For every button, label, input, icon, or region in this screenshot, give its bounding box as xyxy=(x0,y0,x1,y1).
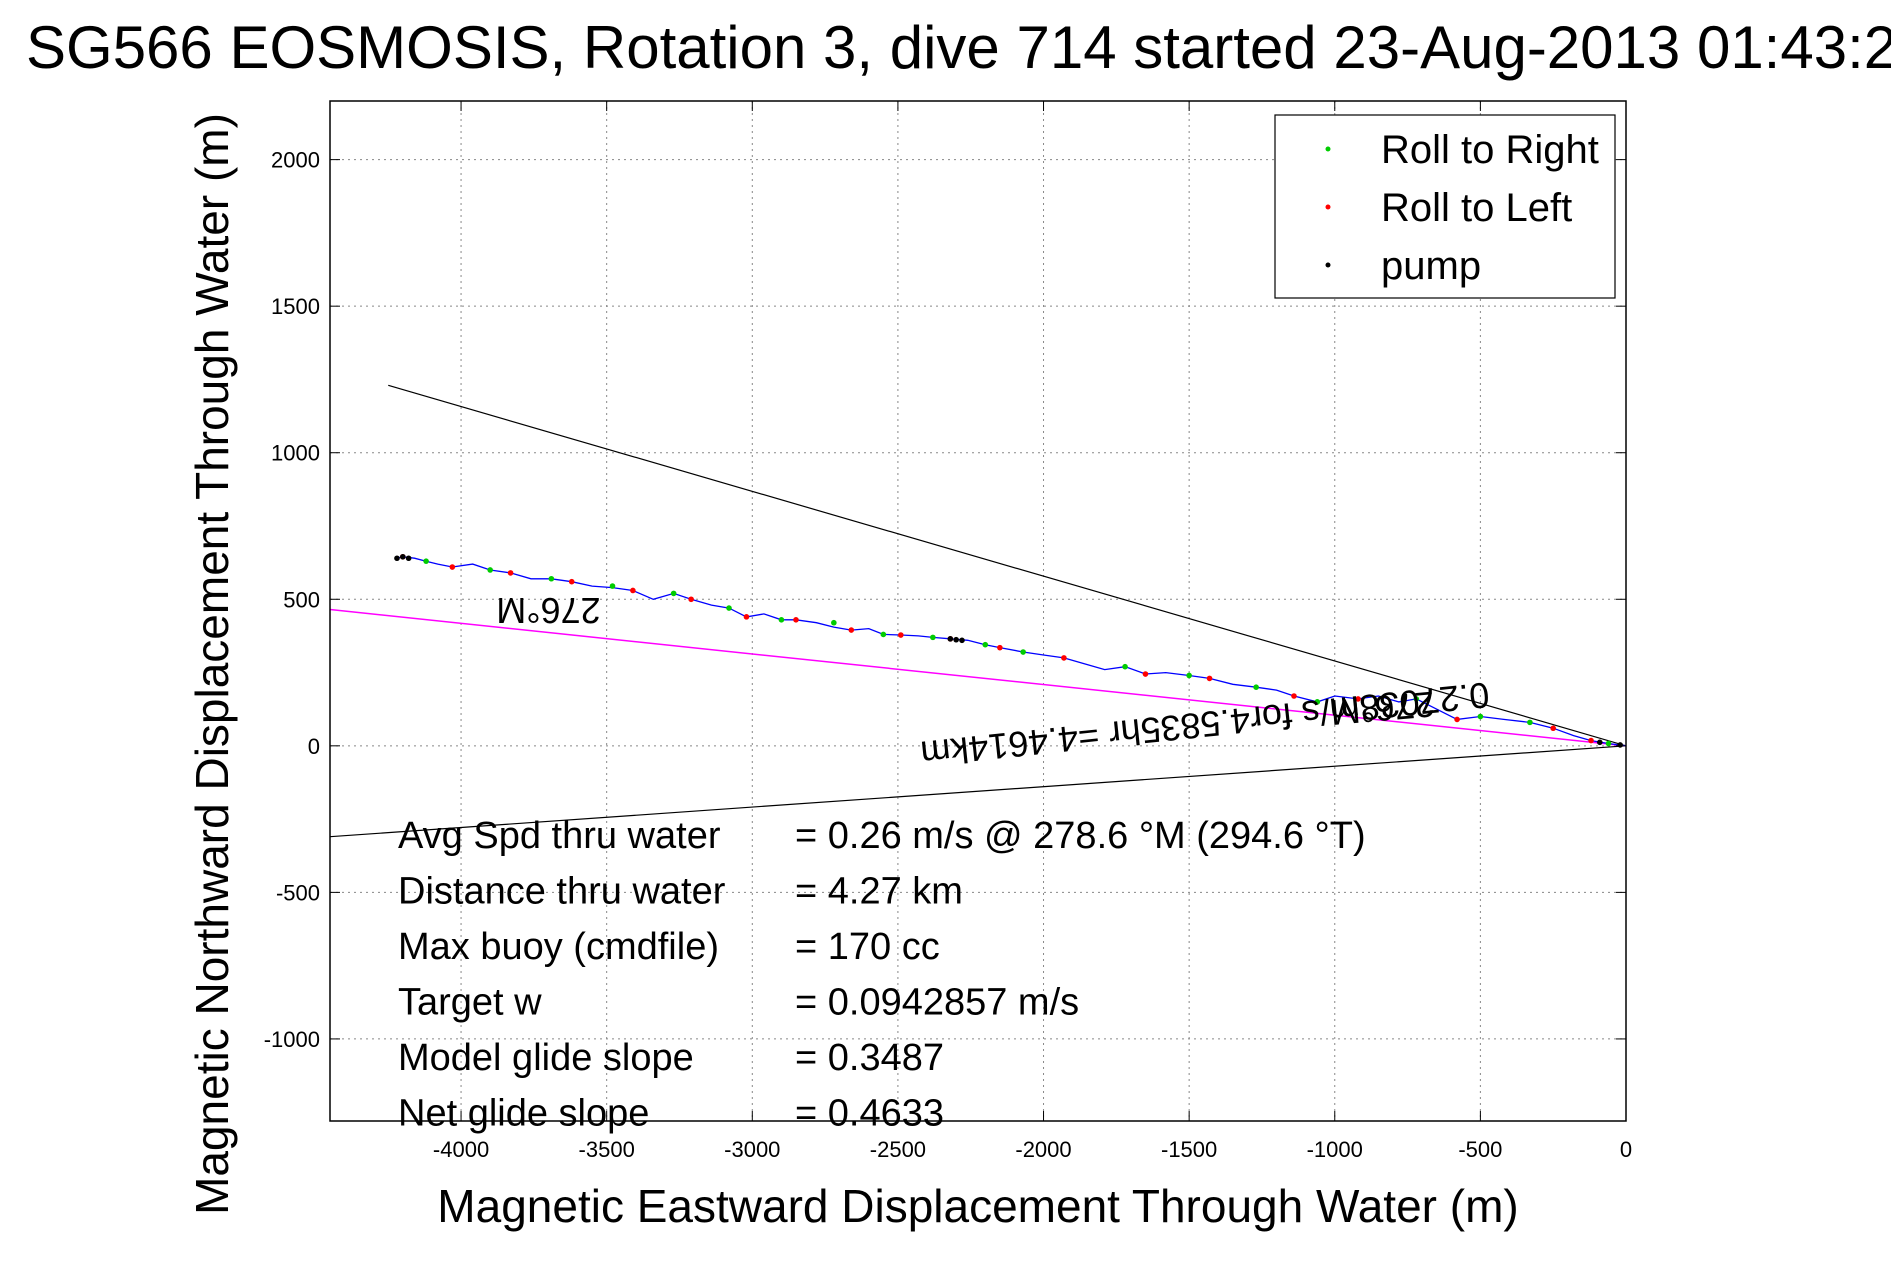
roll-right-point xyxy=(880,631,887,638)
roll-right-point xyxy=(1314,699,1321,705)
plot-frame xyxy=(329,100,1627,1122)
roll-left-point xyxy=(1550,725,1556,732)
roll-left-point xyxy=(1454,716,1460,723)
legend-marker xyxy=(1325,204,1331,210)
roll-right-point xyxy=(1605,740,1612,747)
avg-track-line xyxy=(330,608,1626,747)
stat-label: Avg Spd thru water xyxy=(398,815,721,857)
pump-point xyxy=(947,636,954,642)
roll-left-point xyxy=(1206,675,1213,682)
y-tick-label: 500 xyxy=(283,587,320,612)
x-tick-label: -2500 xyxy=(870,1137,926,1162)
roll-left-point xyxy=(449,564,456,570)
stat-value: = 0.4633 xyxy=(795,1093,944,1135)
roll-right-point xyxy=(670,590,677,597)
roll-right-point xyxy=(1122,663,1128,670)
pump-point xyxy=(394,555,400,562)
roll-right-point xyxy=(726,605,732,611)
series-track-line xyxy=(396,556,1626,747)
roll-right-point xyxy=(1413,696,1420,702)
roll-right-point xyxy=(1253,684,1259,691)
roll-left-point xyxy=(1588,737,1594,744)
ticks: -4000 -3500 -3000 -2500 -2000 -1500 -1000 -500 0… xyxy=(264,101,1632,1162)
pump-point xyxy=(405,555,412,562)
pump-point xyxy=(400,553,406,560)
stat-label: Max buoy (cmdfile) xyxy=(398,926,719,968)
legend-box xyxy=(1274,114,1616,299)
stat-label: Distance thru water xyxy=(398,871,726,913)
y-tick-label: 0 xyxy=(308,734,320,759)
roll-left-point xyxy=(793,616,799,623)
x-tick-label: -3500 xyxy=(579,1137,635,1162)
roll-left-point xyxy=(688,596,694,603)
x-tick-label: 0 xyxy=(1620,1137,1632,1162)
pump-point xyxy=(953,636,959,643)
pump-point xyxy=(959,637,965,644)
x-axis-title: Magnetic Eastward Displacement Through W… xyxy=(437,1180,1518,1232)
legend-label: Roll to Left xyxy=(1381,186,1572,230)
roll-right-point xyxy=(982,641,989,648)
roll-left-point xyxy=(568,578,575,585)
roll-left-point xyxy=(630,587,636,594)
roll-right-point xyxy=(930,634,936,641)
roll-left-point xyxy=(848,627,855,633)
heading-line xyxy=(330,745,1626,838)
x-tick-label: -2000 xyxy=(1015,1137,1071,1162)
y-tick-label: -500 xyxy=(276,880,320,905)
y-tick-label: 1000 xyxy=(271,441,320,466)
roll-left-point xyxy=(507,570,514,576)
chart-title: SG566 EOSMOSIS, Rotation 3, dive 714 sta… xyxy=(26,14,1891,81)
x-tick-label: -1000 xyxy=(1307,1137,1363,1162)
roll-left-point xyxy=(898,632,904,638)
roll-right-point xyxy=(609,583,616,589)
roll-right-point xyxy=(1020,649,1026,655)
grid xyxy=(330,101,1627,1121)
roll-right-point xyxy=(1477,713,1484,720)
roll-right-point xyxy=(1186,672,1192,679)
roll-right-point xyxy=(778,616,785,623)
stat-label: Target w xyxy=(398,982,542,1024)
roll-left-point xyxy=(1061,655,1067,661)
legend-marker xyxy=(1325,262,1331,268)
roll-right-point xyxy=(487,567,493,573)
legend-marker xyxy=(1325,146,1331,152)
roll-right-point xyxy=(548,575,555,582)
stats-block: Avg Spd thru water = 0.26 m/s @ 278.6 °M … xyxy=(398,815,1366,1135)
legend-label: Roll to Right xyxy=(1381,128,1599,172)
stat-value: = 0.3487 xyxy=(795,1037,944,1079)
stat-value: = 4.27 km xyxy=(795,871,963,913)
x-tick-label: -4000 xyxy=(433,1137,489,1162)
data-layer xyxy=(330,384,1626,838)
legend-label: pump xyxy=(1381,244,1481,288)
annotation-label: 276°M xyxy=(496,590,600,631)
y-tick-label: -1000 xyxy=(264,1027,320,1052)
y-tick-label: 2000 xyxy=(271,148,320,173)
x-tick-label: -1500 xyxy=(1161,1137,1217,1162)
roll-left-point xyxy=(1355,696,1361,702)
roll-left-point xyxy=(743,614,750,620)
stat-value: = 170 cc xyxy=(795,926,940,968)
stat-value: = 0.26 m/s @ 278.6 °M (294.6 °T) xyxy=(795,815,1366,857)
roll-left-point xyxy=(997,644,1003,651)
roll-right-point xyxy=(423,558,429,564)
x-tick-label: -3000 xyxy=(724,1137,780,1162)
y-tick-label: 1500 xyxy=(271,294,320,319)
roll-left-point xyxy=(1291,693,1297,699)
stat-label: Model glide slope xyxy=(398,1037,694,1079)
pump-point xyxy=(1617,742,1623,748)
stat-value: = 0.0942857 m/s xyxy=(795,982,1079,1024)
legend: Roll to Right Roll to Left pump xyxy=(1274,114,1616,299)
roll-left-point xyxy=(1142,671,1149,677)
annotation-label: 276°M xyxy=(1329,683,1437,733)
roll-right-point xyxy=(1527,719,1533,726)
pump-point xyxy=(1596,739,1603,746)
heading-line xyxy=(388,384,1626,747)
y-axis-title: Magnetic Northward Displacement Through … xyxy=(186,113,238,1215)
stat-label: Net glide slope xyxy=(398,1093,649,1135)
x-tick-label: -500 xyxy=(1458,1137,1502,1162)
roll-right-point xyxy=(831,619,837,626)
